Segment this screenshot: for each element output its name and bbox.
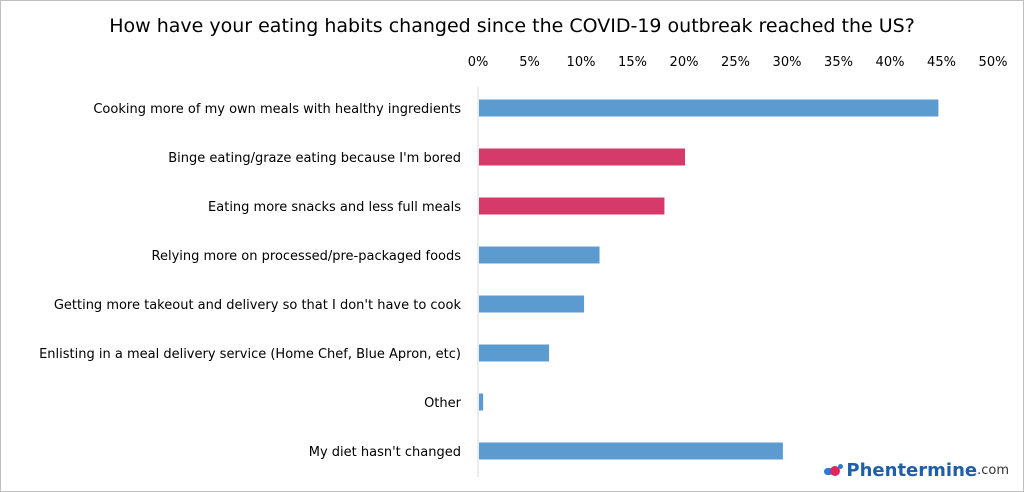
x-tick-label: 10%	[567, 55, 596, 70]
x-tick-label: 45%	[927, 55, 956, 70]
logo-name: Phentermine	[846, 460, 978, 481]
category-label: Other	[424, 396, 462, 411]
bar	[479, 295, 585, 313]
category-label: My diet hasn't changed	[309, 445, 461, 460]
x-tick-label: 50%	[979, 55, 1008, 70]
category-label: Cooking more of my own meals with health…	[93, 102, 461, 117]
logo-tld: .com	[977, 463, 1009, 478]
category-label: Eating more snacks and less full meals	[208, 200, 461, 215]
x-tick-label: 0%	[468, 55, 489, 70]
chart-title: How have your eating habits changed sinc…	[109, 15, 915, 37]
x-tick-label: 40%	[876, 55, 905, 70]
bar	[479, 99, 939, 117]
category-label: Binge eating/graze eating because I'm bo…	[168, 151, 461, 166]
x-tick-label: 15%	[618, 55, 647, 70]
bar	[479, 442, 783, 460]
pill-logo-icon	[824, 463, 844, 478]
bar	[479, 148, 686, 166]
category-label: Enlisting in a meal delivery service (Ho…	[39, 347, 461, 362]
bar	[479, 197, 665, 215]
x-tick-label: 20%	[670, 55, 699, 70]
category-labels: Cooking more of my own meals with health…	[39, 102, 462, 460]
bar	[479, 344, 550, 362]
x-axis-ticks: 0% 5% 10% 15% 20% 25% 30% 35% 40% 45% 50%	[468, 55, 1008, 70]
x-tick-label: 30%	[773, 55, 802, 70]
bar	[479, 246, 600, 264]
x-tick-label: 35%	[824, 55, 853, 70]
x-tick-label: 5%	[519, 55, 540, 70]
x-tick-label: 25%	[721, 55, 750, 70]
phentermine-logo: Phentermine .com	[824, 460, 1009, 481]
category-label: Getting more takeout and delivery so tha…	[54, 298, 462, 313]
bars	[479, 99, 939, 460]
category-label: Relying more on processed/pre-packaged f…	[152, 249, 462, 264]
bar	[479, 393, 484, 411]
